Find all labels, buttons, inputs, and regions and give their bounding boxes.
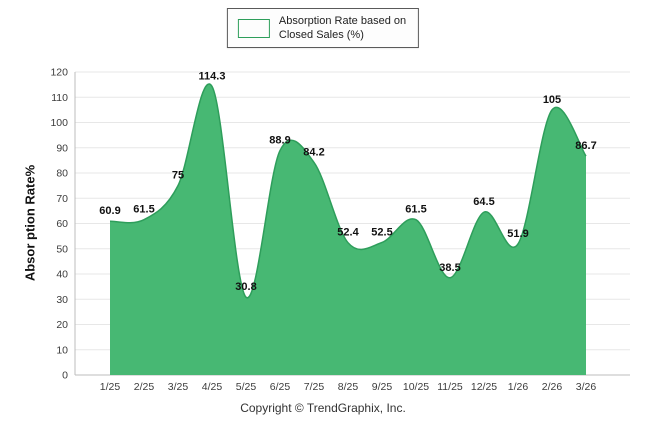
x-tick-label: 7/25 (304, 381, 325, 393)
x-tick-label: 5/25 (236, 381, 257, 393)
point-label: 114.3 (199, 70, 226, 82)
point-label: 64.5 (473, 196, 494, 208)
y-tick-label: 110 (51, 92, 68, 104)
point-label: 52.5 (371, 226, 392, 238)
x-tick-label: 9/25 (372, 381, 393, 393)
point-label: 60.9 (99, 205, 120, 217)
x-tick-label: 12/25 (471, 381, 497, 393)
point-label: 105 (543, 94, 561, 106)
legend-swatch-green (237, 18, 270, 38)
point-label: 86.7 (575, 140, 596, 152)
legend-label-line1: Absorption Rate based on (278, 15, 407, 27)
y-tick-label: 100 (50, 117, 68, 129)
y-tick-label: 70 (56, 193, 68, 205)
point-label: 84.2 (303, 146, 324, 158)
legend-label-line2: Closed Sales (%) (278, 29, 364, 41)
y-tick-label: 60 (56, 218, 68, 230)
y-tick-label: 40 (56, 269, 68, 281)
point-label: 38.5 (439, 262, 460, 274)
x-tick-label: 10/25 (403, 381, 429, 393)
x-tick-label: 2/25 (134, 381, 155, 393)
y-tick-label: 10 (56, 344, 68, 356)
y-tick-label: 120 (50, 67, 68, 79)
area-fill (110, 84, 586, 375)
point-label: 61.5 (133, 204, 154, 216)
point-label: 51.9 (507, 228, 528, 240)
y-tick-label: 30 (56, 294, 68, 306)
point-label: 30.8 (235, 281, 256, 293)
y-tick-label: 90 (56, 142, 68, 154)
y-tick-label: 0 (62, 370, 68, 382)
chart-legend: Absorption Rate based on Closed Sales (%… (226, 8, 420, 48)
point-label: 88.9 (269, 135, 290, 147)
x-tick-label: 11/25 (437, 381, 463, 393)
y-tick-label: 20 (56, 319, 68, 331)
point-label: 52.4 (337, 227, 359, 239)
x-tick-label: 6/25 (270, 381, 291, 393)
x-tick-label: 4/25 (202, 381, 223, 393)
x-tick-label: 1/26 (508, 381, 529, 393)
point-label: 75 (172, 170, 184, 182)
copyright-text: Copyright © TrendGraphix, Inc. (240, 401, 406, 415)
x-tick-label: 1/25 (100, 381, 121, 393)
y-tick-label: 50 (56, 243, 68, 255)
x-tick-label: 8/25 (338, 381, 359, 393)
x-tick-label: 3/26 (576, 381, 597, 393)
y-tick-label: 80 (56, 168, 68, 180)
x-tick-label: 2/26 (542, 381, 563, 393)
legend-label: Absorption Rate based on Closed Sales (%… (279, 14, 406, 42)
x-tick-label: 3/25 (168, 381, 189, 393)
area-edge (109, 83, 587, 299)
point-label: 61.5 (405, 204, 426, 216)
